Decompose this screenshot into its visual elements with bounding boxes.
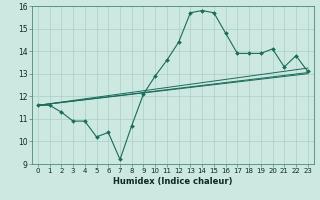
X-axis label: Humidex (Indice chaleur): Humidex (Indice chaleur) (113, 177, 233, 186)
